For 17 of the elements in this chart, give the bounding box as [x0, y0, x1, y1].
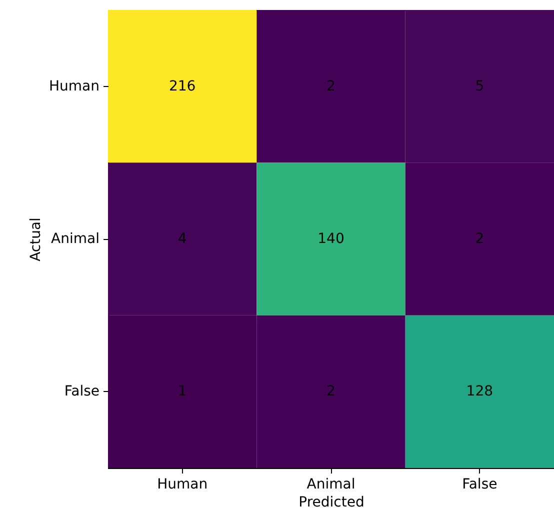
data-label: 2 [475, 231, 484, 247]
y-tick-label: Animal [51, 231, 100, 247]
data-label: 5 [475, 78, 484, 94]
y-tick-label: False [64, 384, 100, 400]
x-tick-label: False [462, 476, 498, 492]
data-label: 140 [318, 231, 344, 247]
data-label: 1 [178, 384, 187, 400]
x-tick-label: Human [157, 476, 208, 492]
y-axis-title: Actual [28, 218, 44, 262]
data-label: 128 [466, 384, 494, 400]
x-tick-label: Animal [306, 476, 356, 492]
data-label: 216 [168, 78, 196, 94]
y-tick-label: Human [49, 78, 100, 94]
data-label: 4 [178, 231, 187, 247]
x-axis-title: Predicted [298, 494, 364, 510]
data-label: 2 [326, 78, 336, 94]
data-label: 2 [326, 384, 336, 400]
